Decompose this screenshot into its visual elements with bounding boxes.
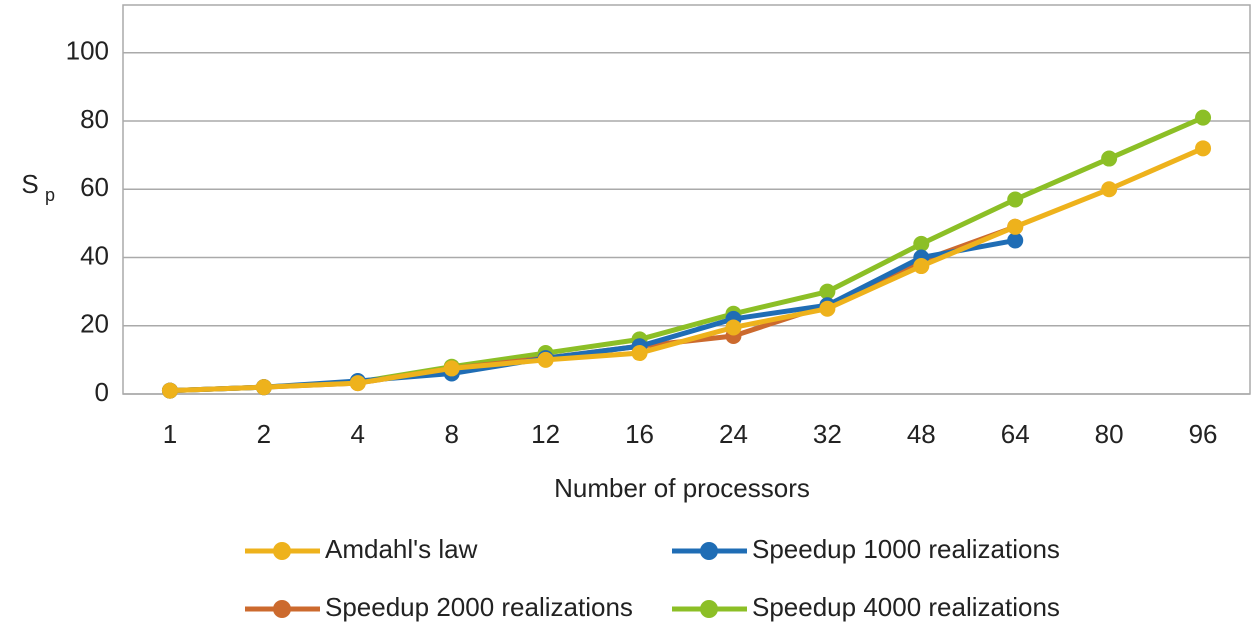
legend-marker: [700, 542, 718, 560]
data-point: [631, 345, 648, 362]
x-tick-label: 64: [1001, 419, 1030, 449]
data-point: [1195, 109, 1212, 126]
data-point: [913, 258, 930, 275]
y-axis-label: S: [21, 169, 38, 199]
legend-label: Speedup 1000 realizations: [752, 534, 1060, 564]
data-point: [443, 360, 460, 377]
data-point: [1007, 191, 1024, 208]
y-tick-label: 60: [80, 172, 109, 202]
x-tick-label: 12: [531, 419, 560, 449]
x-tick-label: 4: [351, 419, 365, 449]
legend-marker: [273, 542, 291, 560]
y-tick-label: 0: [95, 377, 109, 407]
series-line: [169, 115, 1205, 394]
legend-label: Amdahl's law: [325, 534, 478, 564]
y-tick-label: 40: [80, 240, 109, 270]
x-axis-label: Number of processors: [554, 473, 810, 503]
x-tick-label: 2: [257, 419, 271, 449]
data-point: [349, 375, 366, 392]
legend-marker: [273, 600, 291, 618]
data-point: [537, 351, 554, 368]
legend-label: Speedup 4000 realizations: [752, 592, 1060, 622]
x-tick-label: 16: [625, 419, 654, 449]
data-point: [819, 300, 836, 317]
x-tick-label: 8: [444, 419, 458, 449]
x-tick-label: 24: [719, 419, 748, 449]
data-point: [161, 382, 178, 399]
legend-label: Speedup 2000 realizations: [325, 592, 633, 622]
legend-marker: [700, 600, 718, 618]
y-tick-label: 20: [80, 309, 109, 339]
data-point: [913, 235, 930, 252]
x-tick-label: 48: [907, 419, 936, 449]
data-point: [1007, 232, 1024, 249]
y-tick-label: 100: [66, 36, 109, 66]
x-tick-label: 32: [813, 419, 842, 449]
data-point: [725, 319, 742, 336]
x-tick-label: 80: [1095, 419, 1124, 449]
data-point: [1101, 150, 1118, 167]
data-point: [1007, 218, 1024, 235]
data-point: [1195, 140, 1212, 157]
y-tick-label: 80: [80, 104, 109, 134]
y-axis-label-sub: p: [45, 185, 55, 205]
data-point: [1101, 181, 1118, 198]
x-tick-label: 96: [1189, 419, 1218, 449]
series-line: [169, 146, 1205, 394]
x-tick-label: 1: [163, 419, 177, 449]
data-point: [819, 283, 836, 300]
data-point: [255, 379, 272, 396]
series-line: [169, 224, 1017, 394]
